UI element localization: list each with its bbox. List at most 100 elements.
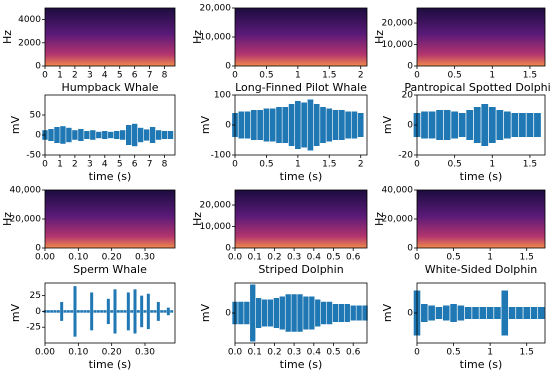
x-tick-label: 0.30 (135, 253, 155, 263)
y-tick-label: 20,000 (382, 215, 414, 225)
y-tick-label: -50 (26, 151, 41, 161)
x-tick-label: 1 (57, 160, 63, 170)
y-tick-label: 40,000 (10, 186, 42, 196)
spectrogram-image (235, 190, 367, 248)
x-tick-label: 0 (414, 348, 420, 358)
x-tick-label: 0.5 (326, 253, 340, 263)
x-tick-label: 0.2 (267, 348, 281, 358)
x-tick-label: 5 (117, 160, 123, 170)
y-tick-label: 0 (407, 309, 413, 319)
x-axis-label: time (s) (89, 170, 132, 183)
axes-frame (234, 189, 368, 249)
x-tick-label: 2 (72, 71, 78, 81)
x-tick-label: 8 (162, 71, 168, 81)
x-tick-label: 1.5 (322, 160, 336, 170)
x-tick-label: 2 (358, 71, 364, 81)
x-tick-label: 0.6 (346, 348, 361, 358)
x-tick-label: 0 (232, 71, 238, 81)
y-axis-label: Hz (191, 30, 204, 44)
y-tick-label: 4000 (18, 15, 41, 25)
x-tick-label: 0 (42, 71, 48, 81)
x-tick-label: 1.5 (523, 160, 537, 170)
y-tick-label: 0 (225, 244, 231, 254)
x-axis-label: Humpback Whale (62, 81, 159, 94)
x-tick-label: 1 (57, 71, 63, 81)
y-axis-label: mV (199, 303, 212, 322)
axes-frame (44, 94, 176, 156)
x-tick-label: 0 (232, 160, 238, 170)
x-tick-label: 0.5 (259, 160, 273, 170)
y-tick-label: 0 (35, 131, 41, 141)
x-tick-label: 1.5 (322, 71, 336, 81)
x-tick-label: 0.1 (248, 348, 262, 358)
y-tick-label: 10,000 (200, 33, 232, 43)
axes-frame (416, 7, 546, 67)
x-tick-label: 0.30 (135, 348, 155, 358)
y-tick-label: 50 (30, 111, 42, 121)
y-tick-label: 20,000 (382, 19, 414, 29)
x-tick-label: 0.20 (102, 253, 122, 263)
x-tick-label: 0.4 (307, 348, 322, 358)
x-tick-label: 0 (42, 160, 48, 170)
y-axis-label: mV (381, 303, 394, 322)
y-tick-label: 0 (407, 62, 413, 72)
x-tick-label: 8 (162, 160, 168, 170)
y-tick-label: 25 (30, 291, 41, 301)
y-tick-label: 20,000 (10, 215, 42, 225)
y-axis-label: Hz (373, 30, 386, 44)
y-axis-label: Hz (1, 212, 14, 226)
spectrogram-image (417, 190, 545, 248)
x-axis-label: time (s) (89, 358, 132, 370)
x-tick-label: 0.6 (346, 253, 361, 263)
y-axis-label: mV (9, 303, 22, 322)
y-tick-label: 20,000 (200, 201, 232, 211)
y-tick-label: 20 (402, 91, 414, 101)
x-tick-label: 0.4 (307, 253, 322, 263)
x-tick-label: 1 (295, 160, 301, 170)
y-tick-label: 0 (35, 244, 41, 254)
x-tick-label: 6 (132, 71, 138, 81)
axes-frame (44, 282, 176, 344)
y-tick-label: 40,000 (382, 186, 414, 196)
y-axis-label: Hz (373, 212, 386, 226)
y-tick-label: 0 (35, 307, 41, 317)
x-tick-label: 0.3 (287, 348, 301, 358)
y-axis-label: mV (199, 115, 212, 134)
x-tick-label: 2 (72, 160, 78, 170)
x-tick-label: 1.5 (523, 71, 537, 81)
x-tick-label: 1 (487, 253, 493, 263)
y-tick-label: -100 (211, 151, 232, 161)
y-tick-label: 0 (407, 244, 413, 254)
x-tick-label: 0.10 (68, 348, 88, 358)
x-tick-label: 3 (87, 71, 93, 81)
x-tick-label: 0 (414, 253, 420, 263)
x-tick-label: 3 (87, 160, 93, 170)
x-tick-label: 7 (147, 71, 153, 81)
y-tick-label: 0 (407, 121, 413, 131)
x-tick-label: 0.2 (267, 253, 281, 263)
spectrogram-image (45, 8, 175, 66)
x-tick-label: 0 (414, 71, 420, 81)
x-tick-label: 5 (117, 71, 123, 81)
y-tick-label: 0 (35, 62, 41, 72)
x-tick-label: 0.5 (447, 160, 461, 170)
x-tick-label: 0.5 (446, 348, 460, 358)
x-axis-label: Long-Finned Pilot Whale (235, 81, 367, 94)
x-tick-label: 1 (487, 348, 493, 358)
y-tick-label: 20,000 (200, 4, 232, 14)
x-tick-label: 1.5 (520, 253, 534, 263)
x-tick-label: 4 (102, 71, 108, 81)
y-tick-label: -20 (398, 151, 413, 161)
x-tick-label: 1 (295, 71, 301, 81)
x-tick-label: 0.5 (259, 71, 273, 81)
x-tick-label: 0.00 (35, 253, 55, 263)
y-tick-label: 0 (225, 121, 231, 131)
x-tick-label: 0.10 (68, 253, 88, 263)
x-tick-label: 2 (358, 160, 364, 170)
x-tick-label: 0 (414, 160, 420, 170)
y-tick-label: 10,000 (200, 222, 232, 232)
x-axis-label: White-Sided Dolphin (425, 263, 537, 276)
y-axis-label: Hz (1, 30, 14, 44)
y-axis-label: mV (381, 115, 394, 134)
